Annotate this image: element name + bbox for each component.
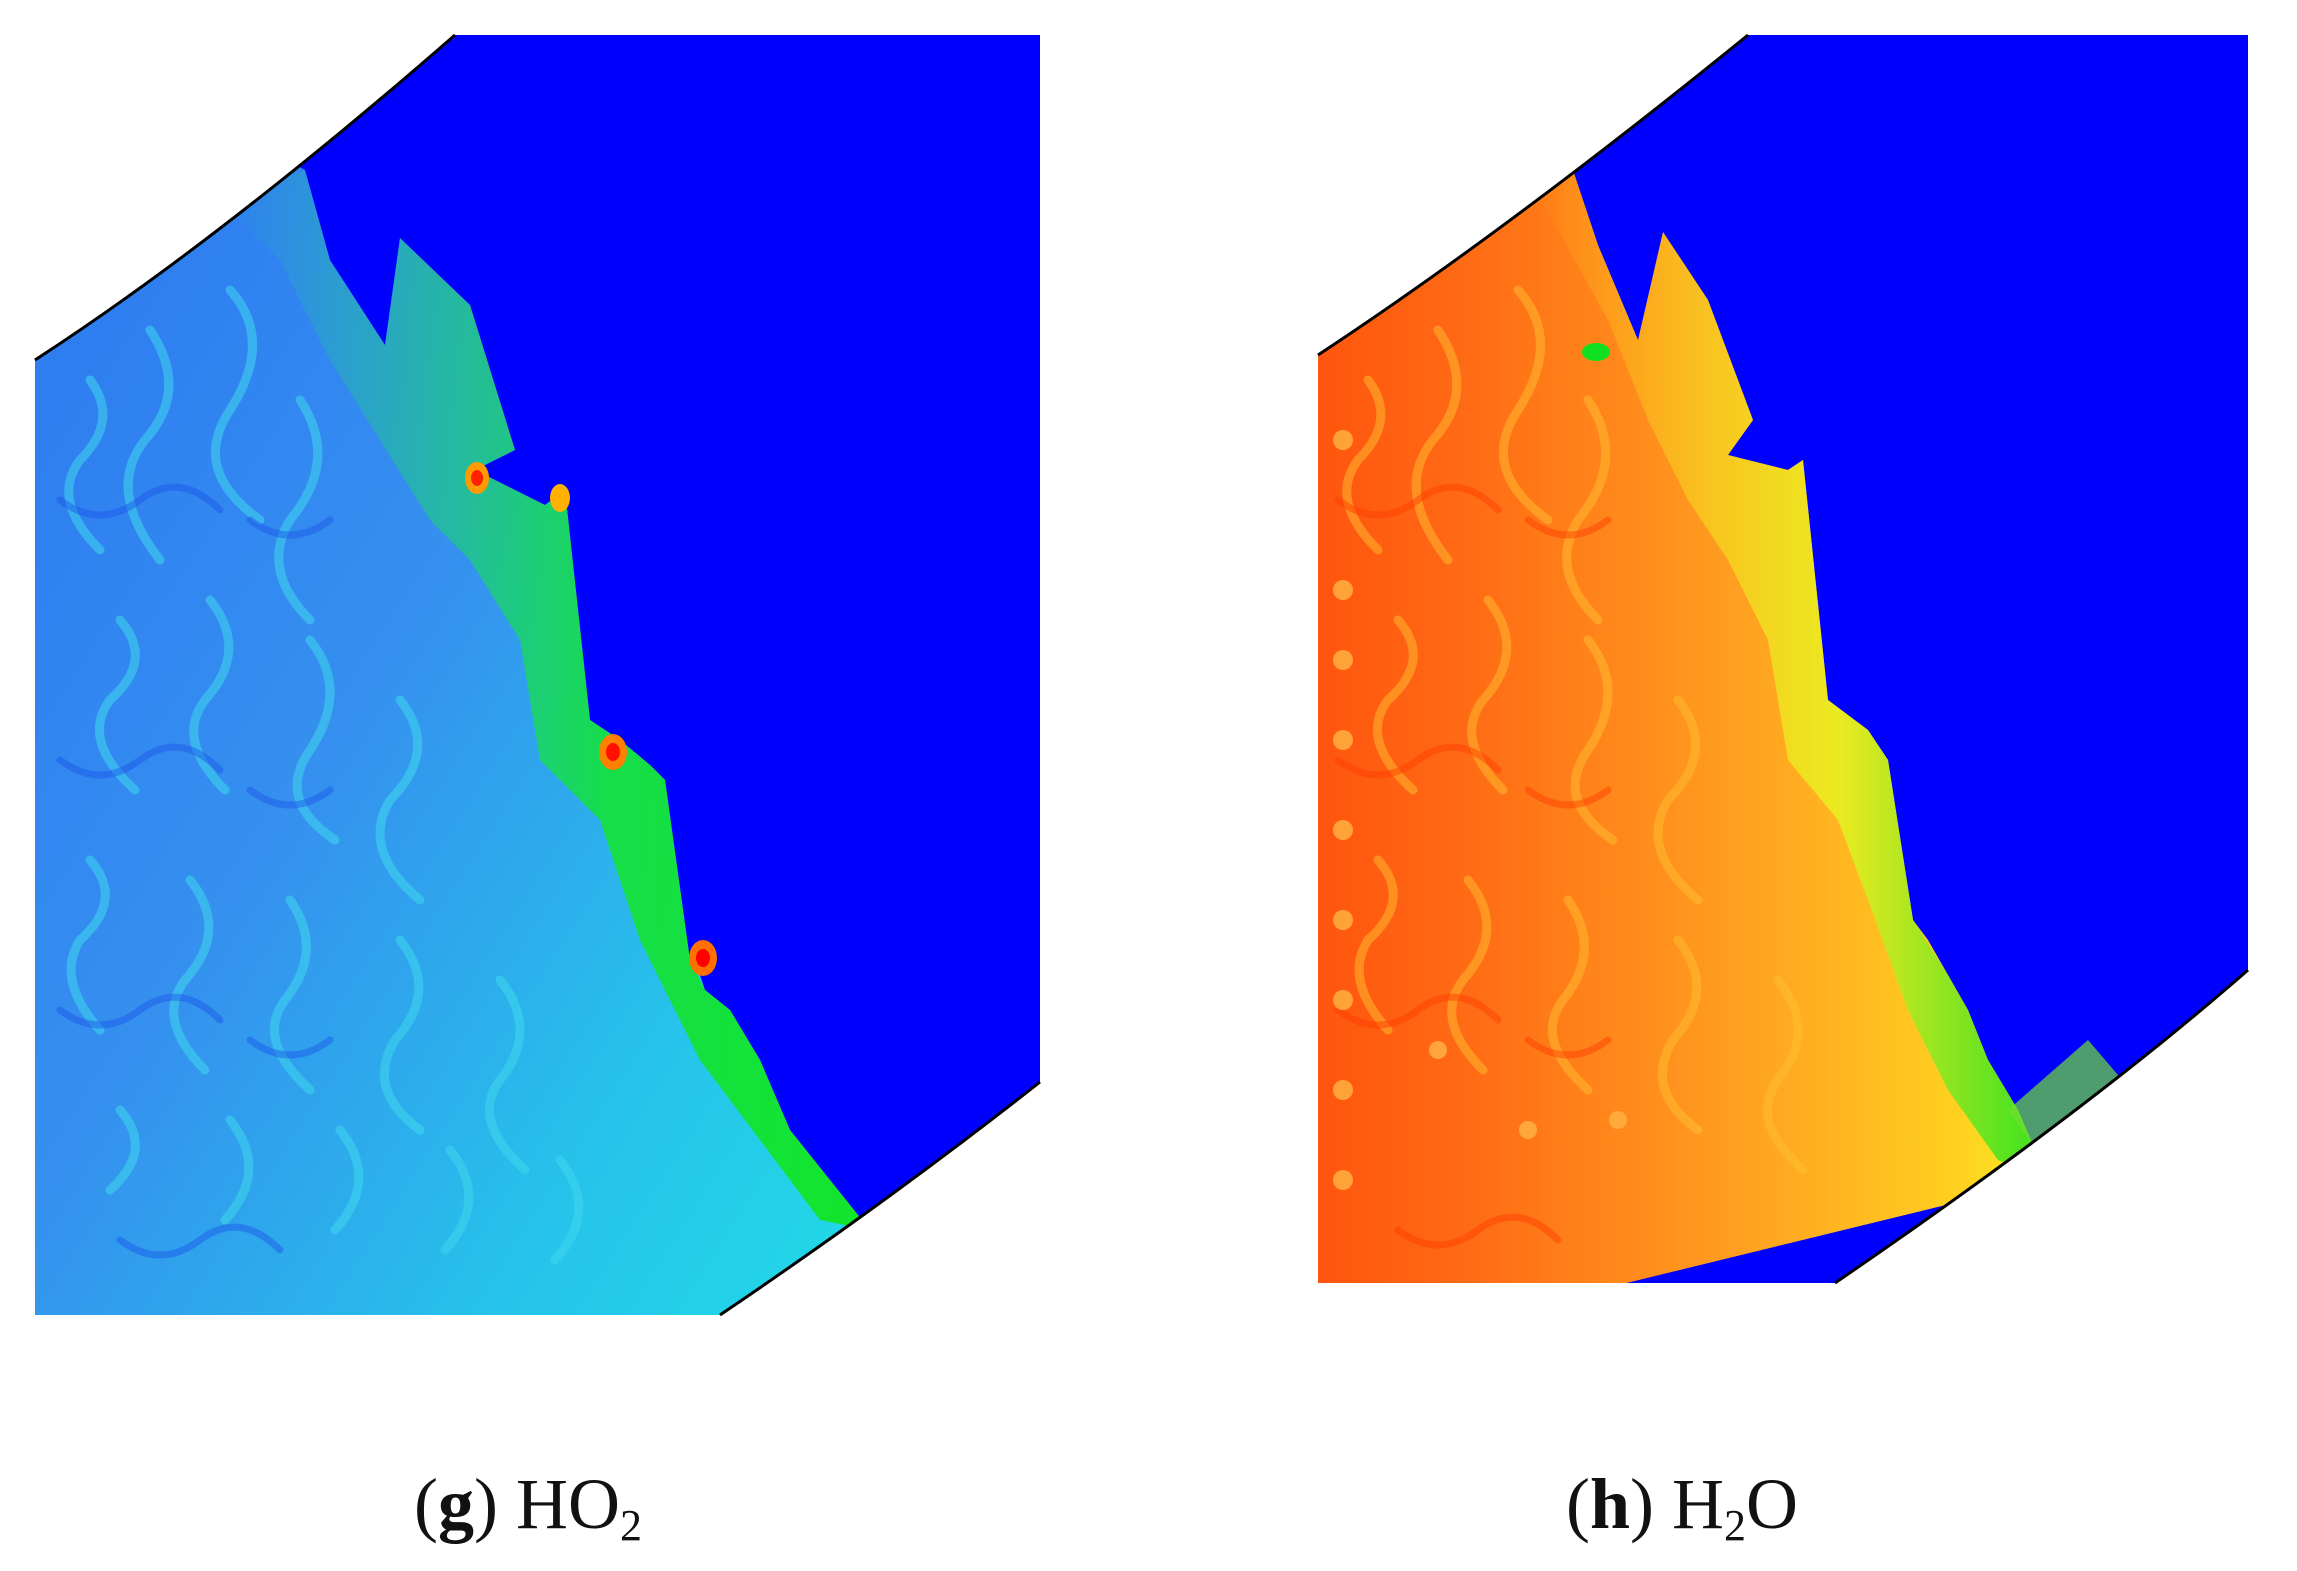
panel-letter: h xyxy=(1589,1464,1631,1544)
figure-panel-g: (g) HO2 xyxy=(0,0,1148,1571)
light-spots xyxy=(1333,430,1627,1190)
inner-boundary xyxy=(1317,33,1749,357)
hot-spots xyxy=(465,462,717,976)
burnt-region xyxy=(1318,35,2048,1283)
caption-g: (g) HO2 xyxy=(414,1464,642,1550)
turbulent-wisps xyxy=(1342,285,1808,1175)
inner-boundary xyxy=(34,33,456,362)
species-label: H2O xyxy=(1672,1464,1798,1550)
caption-h: (h) H2O xyxy=(1565,1464,1798,1550)
flame-front-band xyxy=(220,170,870,1230)
burnt-region xyxy=(35,35,900,1315)
green-pocket xyxy=(1582,343,1610,361)
figure-panel-h: (h) H2O xyxy=(1148,0,2296,1571)
outer-boundary xyxy=(719,1080,1041,1317)
panel-letter: g xyxy=(438,1464,474,1544)
outer-boundary xyxy=(1834,968,2249,1285)
species-label: HO2 xyxy=(515,1464,642,1550)
ho2-contour-plot xyxy=(34,33,1041,1317)
turbulent-wisps xyxy=(64,285,584,1265)
h2o-contour-plot xyxy=(1317,33,2249,1285)
flame-front-band xyxy=(1528,170,2048,1180)
